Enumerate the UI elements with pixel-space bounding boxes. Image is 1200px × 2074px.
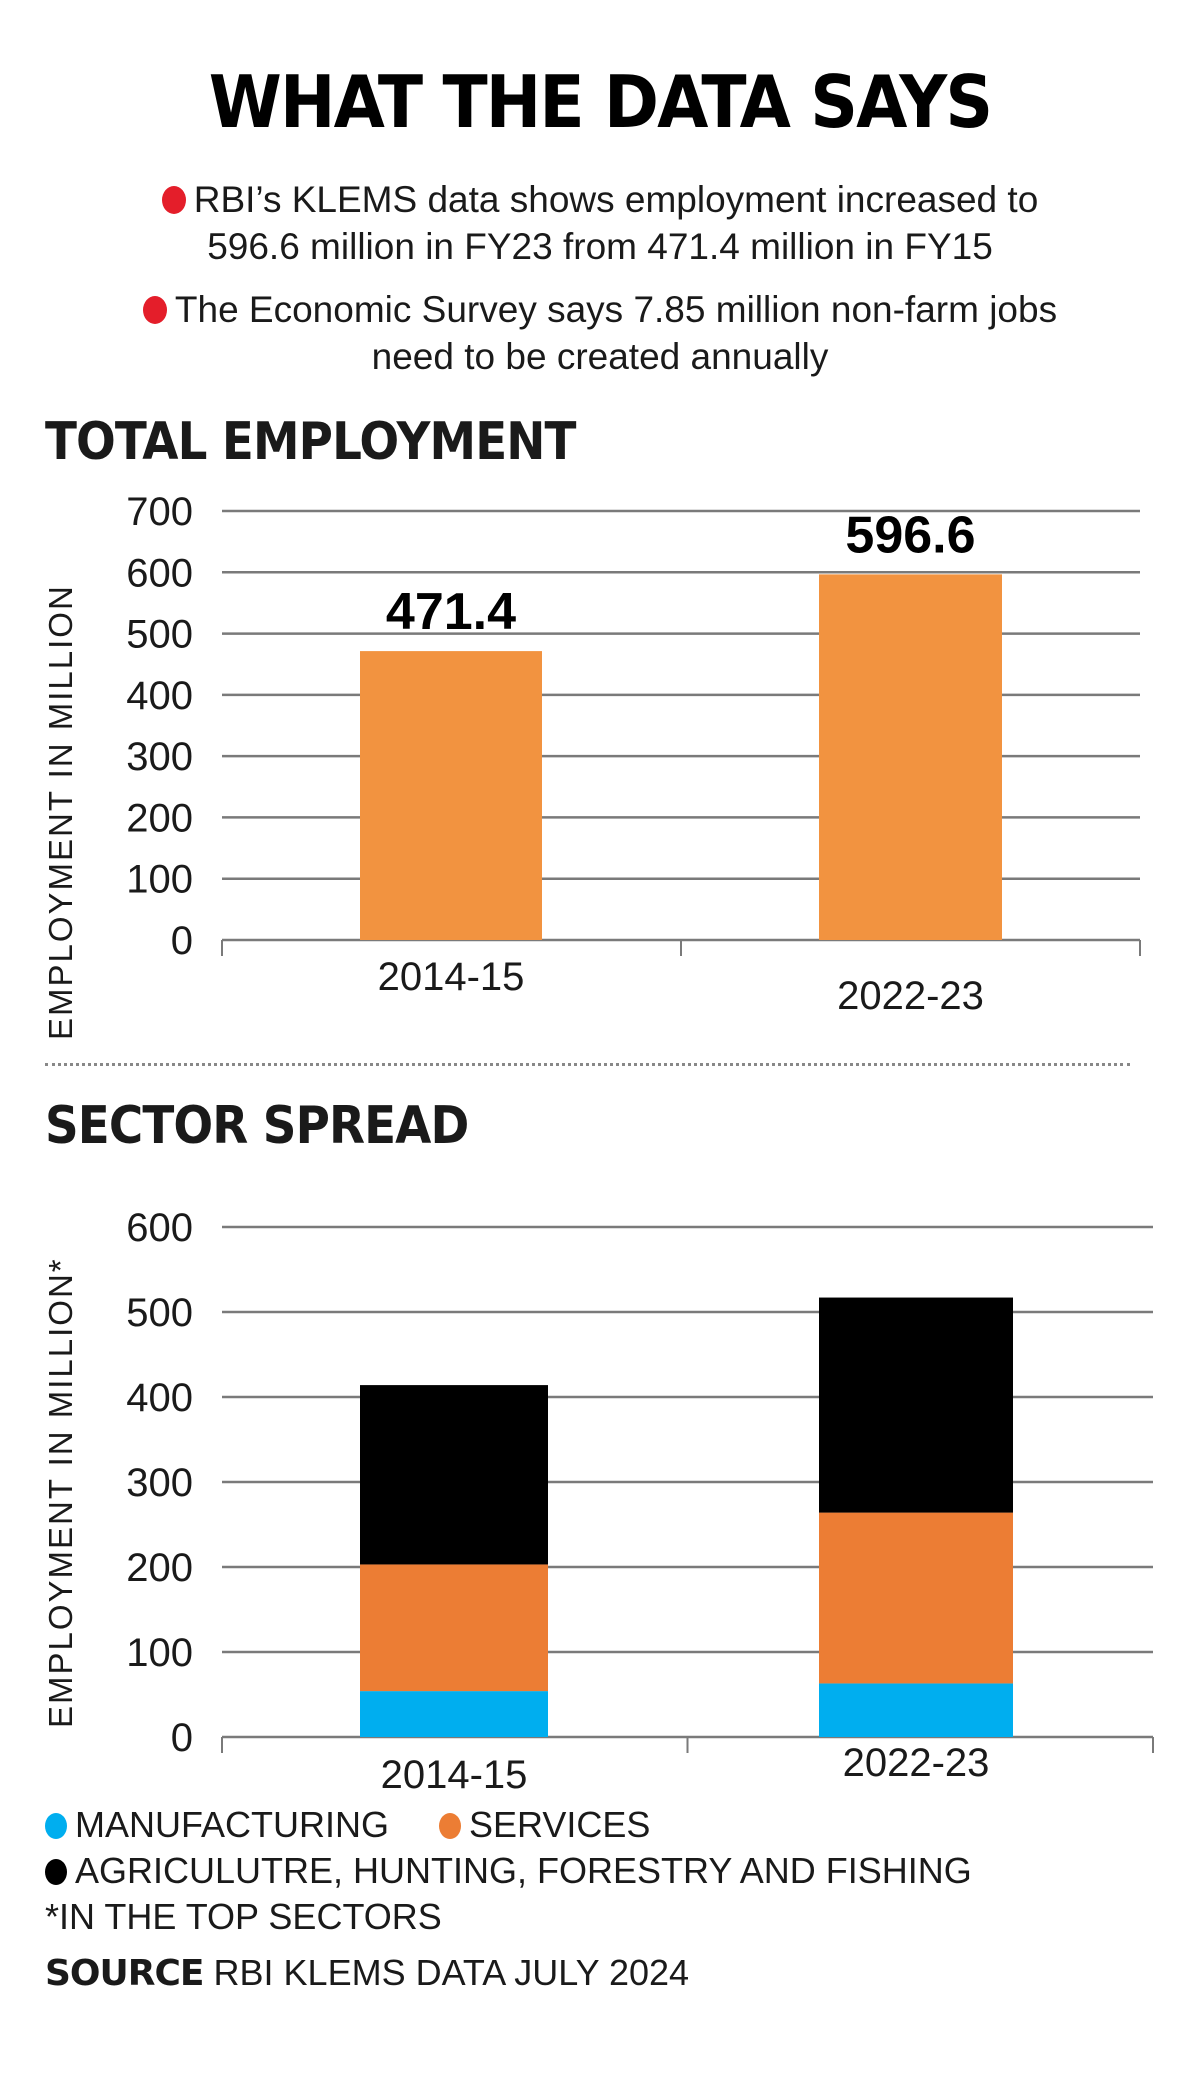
legend-label: SERVICES bbox=[469, 1804, 651, 1845]
y-tick-label: 300 bbox=[126, 1461, 193, 1505]
y-tick-label: 500 bbox=[126, 1291, 193, 1335]
bullet-1-line-2: 596.6 million in FY23 from 471.4 million… bbox=[207, 226, 993, 267]
y-tick-label: 600 bbox=[126, 551, 193, 595]
bullet-1-line-1: RBI’s KLEMS data shows employment increa… bbox=[0, 176, 1200, 223]
section-divider bbox=[45, 1063, 1130, 1066]
y-tick-label: 300 bbox=[126, 735, 193, 779]
y-tick-label: 200 bbox=[126, 1546, 193, 1590]
red-bullet-icon bbox=[161, 186, 186, 214]
services-dot-icon bbox=[439, 1813, 462, 1839]
bar-segment-agriculutre bbox=[819, 1297, 1013, 1513]
total-employment-title: TOTAL EMPLOYMENT bbox=[45, 412, 576, 472]
y-tick-label: 400 bbox=[126, 674, 193, 718]
legend-manufacturing: MANUFACTURING bbox=[45, 1804, 389, 1845]
y-tick-label: 200 bbox=[126, 796, 193, 840]
y-tick-label: 500 bbox=[126, 613, 193, 657]
y-tick-label: 400 bbox=[126, 1376, 193, 1420]
y-tick-label: 0 bbox=[171, 919, 193, 963]
legend-row-1: MANUFACTURING SERVICES bbox=[45, 1804, 650, 1846]
x-tick-label: 2014-15 bbox=[378, 955, 525, 999]
page-title: WHAT THE DATA SAYS bbox=[208, 60, 993, 144]
legend-row-2: AGRICULUTRE, HUNTING, FORESTRY AND FISHI… bbox=[45, 1850, 972, 1892]
manufacturing-dot-icon bbox=[45, 1813, 67, 1839]
bullet-text: RBI’s KLEMS data shows employment increa… bbox=[193, 179, 1039, 220]
bar-segment-services bbox=[819, 1512, 1013, 1684]
bar-segment-services bbox=[360, 1564, 548, 1692]
x-tick-label: 2022-23 bbox=[837, 974, 984, 1018]
bullet-text: The Economic Survey says 7.85 million no… bbox=[174, 289, 1058, 330]
bullet-2-line-1: The Economic Survey says 7.85 million no… bbox=[0, 286, 1200, 333]
bar bbox=[360, 651, 542, 940]
sector-spread-chart: 0 100 200 300 400 500 600 2014-15 2022-23 bbox=[126, 1206, 1154, 1797]
data-label: 471.4 bbox=[386, 583, 516, 641]
source-text: RBI KLEMS DATA JULY 2024 bbox=[213, 1952, 690, 1993]
bullet-2-line-2: need to be created annually bbox=[371, 336, 829, 377]
y-tick-label: 100 bbox=[126, 1631, 193, 1675]
total-employment-chart: 0 100 200 300 400 500 600 700 471.4 2014-15 596.6 2… bbox=[126, 490, 1141, 1018]
source-line: SOURCE RBI KLEMS DATA JULY 2024 bbox=[45, 1952, 689, 1994]
y-tick-label: 600 bbox=[126, 1206, 193, 1250]
legend-label: MANUFACTURING bbox=[75, 1804, 389, 1845]
bar bbox=[819, 574, 1002, 940]
sector-spread-title: SECTOR SPREAD bbox=[45, 1096, 469, 1156]
red-bullet-icon bbox=[142, 296, 167, 324]
legend-label: AGRICULUTRE, HUNTING, FORESTRY AND FISHI… bbox=[75, 1850, 972, 1891]
source-label: SOURCE bbox=[45, 1953, 204, 1994]
legend-agriculture: AGRICULUTRE, HUNTING, FORESTRY AND FISHI… bbox=[45, 1850, 972, 1891]
x-tick-label: 2014-15 bbox=[381, 1753, 528, 1797]
bar-segment-manufacturing bbox=[360, 1691, 548, 1737]
x-tick-label: 2022-23 bbox=[843, 1741, 990, 1785]
y-tick-label: 100 bbox=[126, 858, 193, 902]
y-tick-label: 700 bbox=[126, 490, 193, 534]
bar-segment-manufacturing bbox=[819, 1683, 1013, 1737]
y-tick-label: 0 bbox=[171, 1716, 193, 1760]
data-label: 596.6 bbox=[845, 506, 975, 564]
agriculture-dot-icon bbox=[45, 1859, 67, 1885]
legend-services: SERVICES bbox=[439, 1804, 650, 1845]
footnote: *IN THE TOP SECTORS bbox=[45, 1896, 442, 1937]
bar-segment-agriculutre bbox=[360, 1385, 548, 1565]
